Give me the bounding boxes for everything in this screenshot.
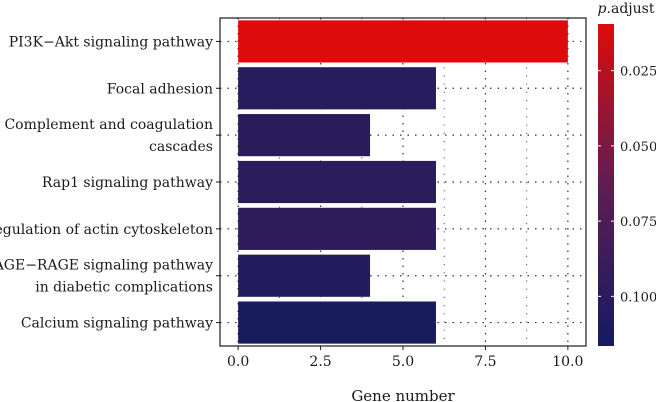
- legend-tick-label: 0.050: [620, 140, 656, 155]
- x-tick-label: 0.0: [227, 354, 249, 370]
- y-tick-label: PI3K−Akt signaling pathway: [9, 34, 213, 50]
- legend-title: p.adjust: [598, 1, 655, 17]
- bar: [238, 254, 371, 297]
- bars: [238, 20, 568, 344]
- bar: [238, 207, 436, 250]
- y-tick-label-line: cascades: [149, 139, 213, 155]
- y-tick-label: Rap1 signaling pathway: [42, 175, 213, 191]
- y-tick-label: Regulation of actin cytoskeleton: [0, 222, 213, 238]
- legend-ticks: 0.025 0.050 0.075 0.100: [598, 65, 656, 305]
- y-tick-label-line: Calcium signaling pathway: [21, 316, 213, 332]
- bar: [238, 301, 436, 344]
- y-tick-label-line: PI3K−Akt signaling pathway: [9, 34, 213, 50]
- y-tick-label-line: Regulation of actin cytoskeleton: [0, 222, 213, 238]
- bar: [238, 67, 436, 110]
- color-legend: p.adjust 0.025 0.050 0.075 0.100: [598, 1, 656, 346]
- y-tick-label: Calcium signaling pathway: [21, 316, 213, 332]
- legend-title-italic: p: [598, 1, 607, 17]
- x-tick-label: 2.5: [309, 354, 331, 370]
- y-tick-label-line: in diabetic complications: [35, 280, 213, 296]
- bar: [238, 114, 371, 157]
- y-axis: PI3K−Akt signaling pathway Focal adhesion…: [0, 34, 220, 332]
- x-tick-label: 7.5: [474, 354, 496, 370]
- legend-tick-label: 0.025: [620, 65, 656, 80]
- x-tick-label: 5.0: [392, 354, 414, 370]
- y-tick-label: Focal adhesion: [107, 81, 213, 97]
- legend-title-rest: .adjust: [607, 1, 655, 17]
- y-tick-label-line: Rap1 signaling pathway: [42, 175, 213, 191]
- x-axis-label: Gene number: [351, 387, 455, 402]
- y-tick-label-line: Complement and coagulation: [4, 117, 213, 133]
- y-tick-label-line: Focal adhesion: [107, 81, 213, 97]
- legend-tick-label: 0.075: [620, 215, 656, 230]
- y-tick-label-line: AGE−RAGE signaling pathway: [0, 258, 213, 274]
- x-tick-label: 10.0: [552, 354, 583, 370]
- legend-colorbar: [598, 24, 614, 346]
- y-tick-label: Complement and coagulation cascades: [4, 117, 213, 155]
- bar: [238, 160, 436, 204]
- legend-tick-label: 0.100: [620, 290, 656, 305]
- x-axis: 0.0 2.5 5.0 7.5 10.0: [227, 346, 583, 370]
- y-tick-label: AGE−RAGE signaling pathway in diabetic co…: [0, 258, 213, 296]
- bar: [238, 20, 568, 63]
